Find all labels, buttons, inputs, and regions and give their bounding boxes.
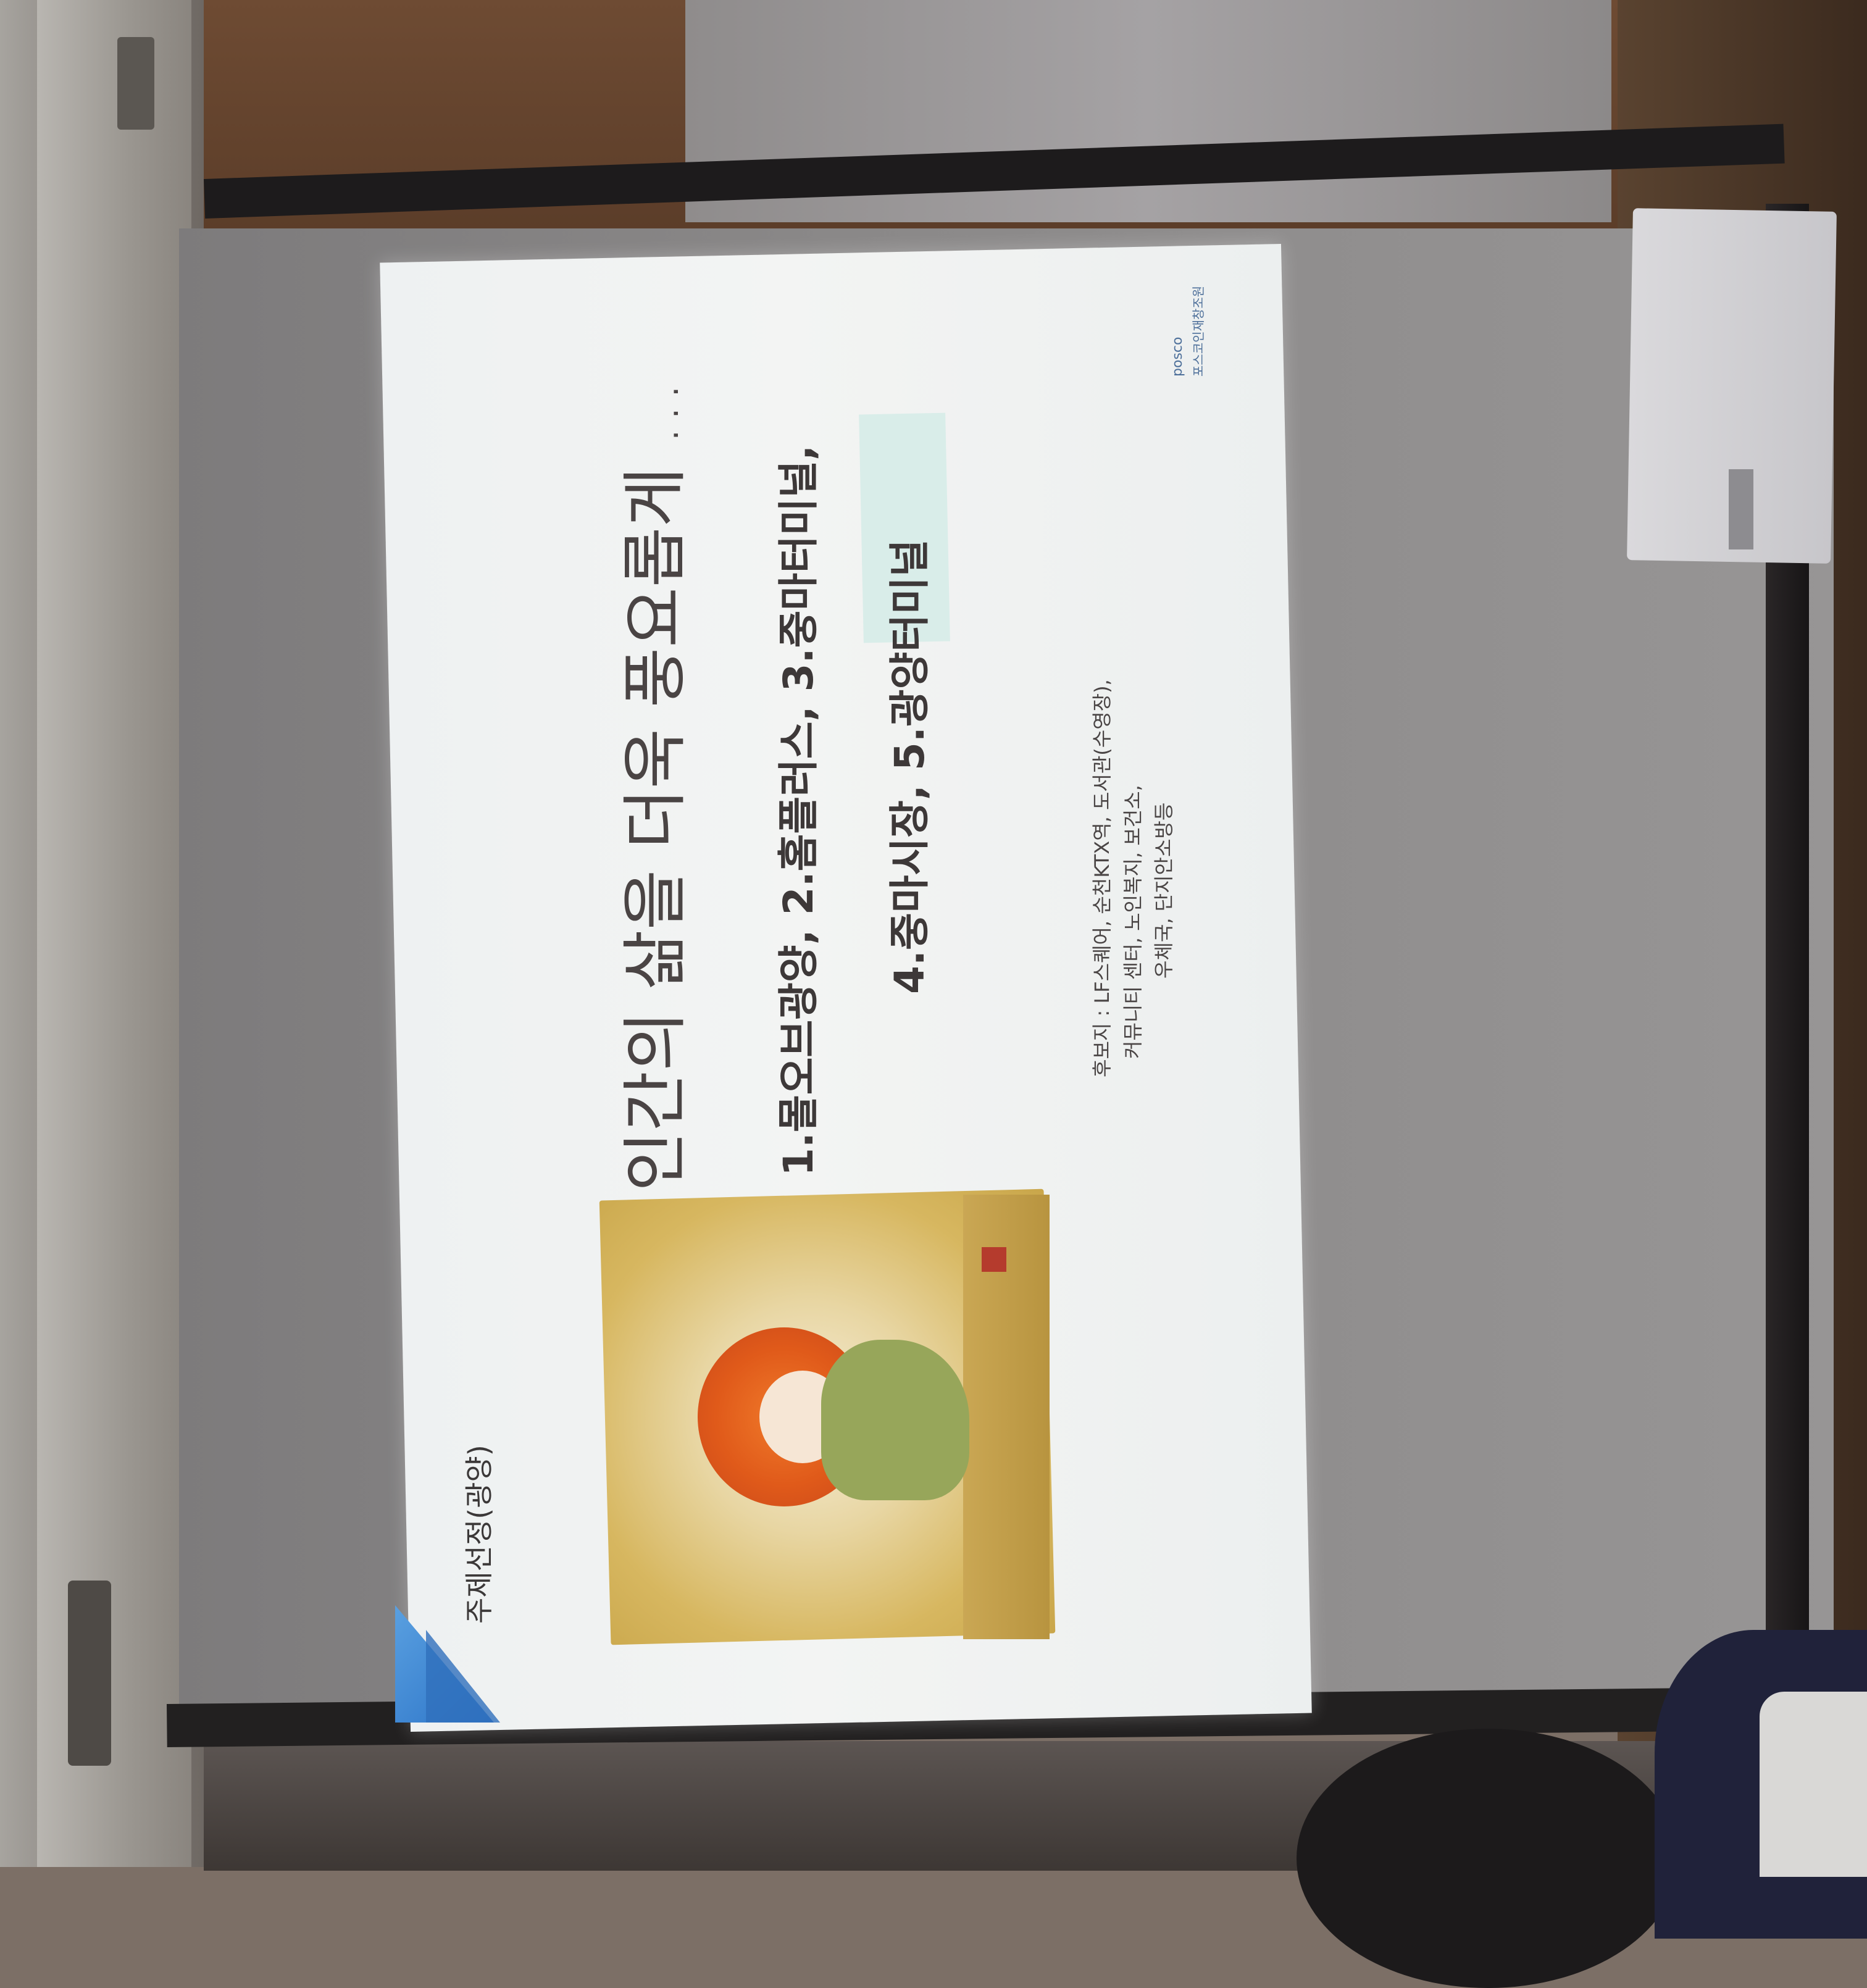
candidates-line-3: 우체국, 단지안소방등 bbox=[1152, 802, 1176, 979]
candidates-line-1: 후보지 : LF스퀘어, 순천KTX역, 도서관(수영장), bbox=[1090, 679, 1114, 1077]
slide-title: 인간의 삶을 더욱 풍요롭게 … bbox=[617, 380, 693, 1192]
pillar-hinge-bottom bbox=[68, 1581, 111, 1766]
logo-subtitle: 포스코인재창조원 bbox=[1191, 285, 1206, 377]
pillar-hinge-top bbox=[117, 37, 154, 130]
side-device-label bbox=[1729, 469, 1753, 549]
slide-options-line-2: 4.중마시장, 5.광양터미널 bbox=[886, 539, 934, 994]
logo-brand: posco bbox=[1170, 336, 1185, 377]
pillar bbox=[37, 0, 191, 1867]
illustration-body bbox=[821, 1340, 969, 1500]
slide-section-label: 주제선정(광양) bbox=[462, 1445, 496, 1624]
audience-head bbox=[1297, 1729, 1679, 1988]
slide-options-line-1: 1.몰오브광양, 2.홈플러스, 3.중마터미널, bbox=[775, 445, 822, 1176]
candidates-line-2: 커뮤니티 센터, 노인복지, 보건소, bbox=[1121, 785, 1145, 1059]
audience-shirt bbox=[1760, 1692, 1867, 1877]
illustration-ground bbox=[963, 1195, 1050, 1639]
illustration-seal bbox=[982, 1247, 1006, 1272]
